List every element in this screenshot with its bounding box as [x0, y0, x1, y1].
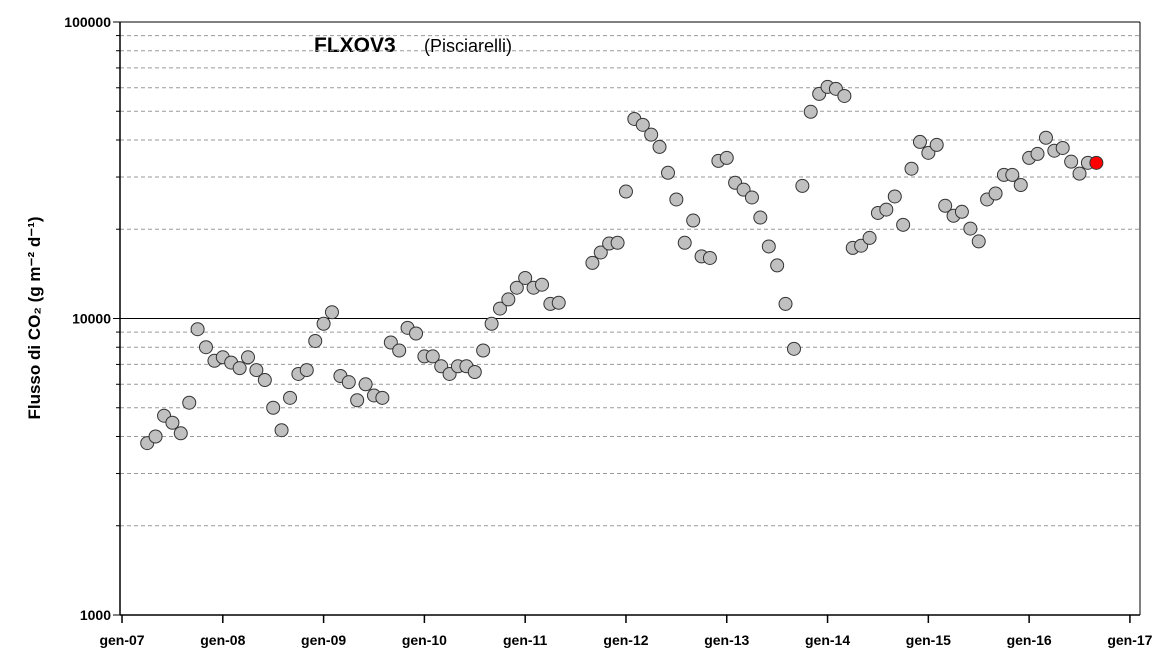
data-point	[963, 221, 978, 236]
data-point	[476, 343, 491, 358]
x-tick-label: gen-09	[301, 632, 346, 648]
data-point	[702, 250, 717, 265]
data-point	[1072, 166, 1087, 181]
data-point	[660, 165, 675, 180]
data-point	[954, 204, 969, 219]
data-point	[1055, 140, 1070, 155]
data-point	[148, 429, 163, 444]
data-point	[274, 423, 289, 438]
data-point	[241, 350, 256, 365]
data-point	[635, 117, 650, 132]
data-point	[551, 295, 566, 310]
data-point	[341, 375, 356, 390]
data-point	[425, 349, 440, 364]
x-tick-label: gen-08	[200, 632, 245, 648]
data-point	[1038, 130, 1053, 145]
data-point	[1005, 167, 1020, 182]
data-point	[392, 343, 407, 358]
x-tick-label: gen-13	[704, 632, 749, 648]
data-point	[409, 326, 424, 341]
data-point	[677, 235, 692, 250]
data-point	[509, 280, 524, 295]
data-point	[593, 245, 608, 260]
data-point	[786, 341, 801, 356]
y-tick-label: 100000	[64, 14, 111, 30]
data-point	[761, 239, 776, 254]
data-point	[266, 400, 281, 415]
data-point	[257, 373, 272, 388]
data-point	[778, 296, 793, 311]
data-point	[324, 305, 339, 320]
data-point	[190, 322, 205, 337]
data-point	[770, 258, 785, 273]
x-tick-label: gen-07	[99, 632, 144, 648]
data-point	[644, 127, 659, 142]
data-point	[744, 190, 759, 205]
data-point	[912, 134, 927, 149]
data-point	[610, 235, 625, 250]
data-point	[358, 377, 373, 392]
data-point	[618, 184, 633, 199]
data-point	[467, 365, 482, 380]
x-tick-label: gen-16	[1007, 632, 1052, 648]
x-tick-label: gen-11	[503, 632, 548, 648]
data-point	[1030, 146, 1045, 161]
data-point	[971, 234, 986, 249]
data-point	[803, 104, 818, 119]
data-point	[887, 189, 902, 204]
chart-title: FLXOV3	[314, 34, 396, 57]
data-point	[249, 363, 264, 378]
data-point	[198, 340, 213, 355]
data-point	[165, 415, 180, 430]
data-point	[753, 210, 768, 225]
data-point	[879, 202, 894, 217]
x-tick-label: gen-17	[1107, 632, 1152, 648]
data-point	[484, 316, 499, 331]
data-point	[929, 137, 944, 152]
data-point	[862, 230, 877, 245]
data-point	[518, 270, 533, 285]
data-point	[1089, 155, 1104, 170]
data-point	[837, 88, 852, 103]
data-point	[988, 186, 1003, 201]
data-point	[316, 316, 331, 331]
data-point	[350, 393, 365, 408]
y-tick-label: 1000	[80, 607, 111, 623]
data-point	[308, 333, 323, 348]
data-point	[1013, 178, 1028, 193]
data-point	[795, 178, 810, 193]
data-point	[492, 301, 507, 316]
data-point	[585, 255, 600, 270]
data-point	[938, 198, 953, 213]
data-point	[375, 390, 390, 405]
data-point	[652, 139, 667, 154]
data-point	[669, 192, 684, 207]
data-point	[686, 213, 701, 228]
data-point	[299, 363, 314, 378]
data-point	[173, 426, 188, 441]
x-tick-label: gen-10	[402, 632, 447, 648]
data-point	[719, 150, 734, 165]
x-tick-label: gen-15	[906, 632, 951, 648]
data-point	[1064, 154, 1079, 169]
data-point	[501, 292, 516, 307]
x-tick-label: gen-12	[603, 632, 648, 648]
data-point	[232, 361, 247, 376]
data-point	[904, 161, 919, 176]
data-point	[896, 217, 911, 232]
y-axis-label: Flusso di CO₂ (g m⁻² d⁻¹)	[25, 216, 44, 419]
chart-subtitle: (Pisciarelli)	[424, 36, 512, 56]
data-point	[182, 395, 197, 410]
data-point	[535, 277, 550, 292]
data-point	[283, 390, 298, 405]
y-tick-label: 10000	[72, 311, 111, 327]
x-tick-label: gen-14	[805, 632, 850, 648]
